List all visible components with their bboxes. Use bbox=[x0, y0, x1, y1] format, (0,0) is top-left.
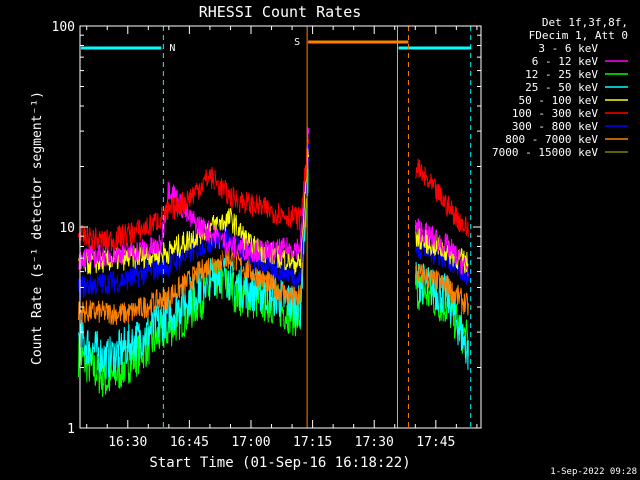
x-tick-label: 17:00 bbox=[231, 435, 270, 450]
x-axis: 16:30 16:45 17:00 17:15 17:30 17:45 bbox=[86, 26, 478, 450]
y-tick-label: 1 bbox=[67, 422, 75, 437]
series-line-3-6-kev bbox=[78, 101, 310, 346]
saa-label: S bbox=[294, 37, 300, 48]
series-line-800-7000-kev-part2 bbox=[415, 263, 469, 316]
series-line-6-12-kev-part2 bbox=[415, 218, 469, 277]
x-tick-label: 17:15 bbox=[293, 435, 332, 450]
legend-label-6-12-kev: 6 - 12 keV bbox=[532, 55, 599, 68]
series-line-300-800-kev-part2 bbox=[415, 235, 469, 286]
series-layer bbox=[78, 101, 469, 397]
info-line: Det 1f,3f,8f, bbox=[542, 16, 628, 29]
x-tick-label: 17:30 bbox=[355, 435, 394, 450]
legend-label-50-100-kev: 50 - 100 keV bbox=[519, 94, 599, 107]
x-tick-label: 17:45 bbox=[416, 435, 455, 450]
x-axis-label: Start Time (01-Sep-16 16:18:22) bbox=[149, 455, 410, 471]
series-line-6-12-kev bbox=[78, 127, 310, 270]
series-line-50-100-kev bbox=[78, 148, 310, 275]
legend-label-300-800-kev: 300 - 800 keV bbox=[512, 120, 598, 133]
info-line: FDecim 1, Att 0 bbox=[529, 29, 628, 42]
x-tick-label: 16:45 bbox=[170, 435, 209, 450]
legend-label-25-50-kev: 25 - 50 keV bbox=[525, 81, 598, 94]
timestamp: 1-Sep-2022 09:28 bbox=[550, 467, 637, 477]
night-label-1: N bbox=[169, 43, 175, 54]
series-line-100-300-kev bbox=[78, 139, 310, 252]
chart-title: RHESSI Count Rates bbox=[199, 3, 362, 21]
legend-label-100-300-kev: 100 - 300 keV bbox=[512, 107, 598, 120]
y-tick-label: 100 bbox=[52, 20, 75, 35]
series-line-3-6-kev-part2 bbox=[415, 142, 469, 166]
y-axis-label: Count Rate (s⁻¹ detector segment⁻¹) bbox=[30, 91, 45, 365]
legend-label-3-6-kev: 3 - 6 keV bbox=[538, 42, 598, 55]
x-tick-label: 16:30 bbox=[108, 435, 147, 450]
y-axis: 1 10 100 bbox=[52, 20, 481, 437]
y-tick-label: 10 bbox=[59, 221, 75, 236]
legend-label-800-7000-kev: 800 - 7000 keV bbox=[505, 133, 598, 146]
legend-label-12-25-kev: 12 - 25 keV bbox=[525, 68, 598, 81]
legend-label-7000-15000-kev: 7000 - 15000 keV bbox=[492, 146, 598, 159]
series-line-100-300-kev-part2 bbox=[415, 158, 469, 238]
marker-layer: NS bbox=[81, 26, 472, 428]
series-line-800-7000-kev bbox=[78, 148, 310, 325]
